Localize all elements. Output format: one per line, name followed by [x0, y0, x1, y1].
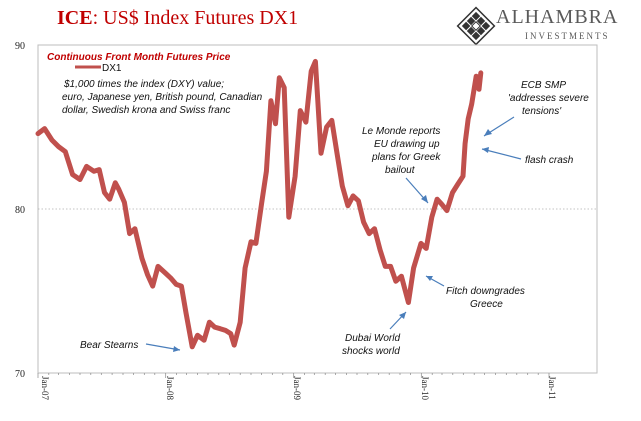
y-tick-label-80: 80 — [15, 205, 25, 216]
annotation-le-monde-1: Le Monde reports — [362, 126, 440, 137]
y-tick-label-70: 70 — [15, 369, 25, 380]
description-line-2: euro, Japanese yen, British pound, Canad… — [62, 92, 263, 103]
arrow-flash-crash — [481, 148, 522, 160]
legend-label-dx1: DX1 — [102, 63, 122, 74]
x-tick-mark — [37, 373, 550, 378]
arrowhead-flash-crash — [482, 147, 489, 153]
annotation-bear-stearns: Bear Stearns — [80, 340, 138, 351]
annotation-ecb-smp-3: tensions' — [522, 106, 562, 117]
logo-name: ALHAMBRA — [496, 6, 619, 28]
arrowhead-ecb-smp — [484, 129, 492, 136]
chart-title: ICE: US$ Index Futures DX1 — [57, 7, 298, 30]
x-tick-label-jan-11: Jan-11 — [547, 376, 557, 400]
x-tick-label-jan-07: Jan-07 — [40, 376, 50, 400]
annotation-le-monde-2: EU drawing up — [374, 139, 440, 150]
annotation-dubai-1: Dubai World — [345, 333, 400, 344]
annotation-flash-crash: flash crash — [525, 155, 574, 166]
logo-subtitle: INVESTMENTS — [525, 31, 610, 41]
y-tick-label-90: 90 — [15, 41, 25, 52]
annotation-fitch-1: Fitch downgrades — [446, 286, 525, 297]
description-line-1: $1,000 times the index (DXY) value; — [63, 79, 224, 90]
annotation-ecb-smp-2: 'addresses severe — [508, 93, 589, 104]
arrowhead-le-monde — [421, 195, 428, 203]
series-line-dx1 — [35, 58, 484, 350]
arrowhead-dubai — [399, 312, 406, 319]
annotation-ecb-smp-1: ECB SMP — [521, 80, 566, 91]
alhambra-logo-icon — [456, 6, 496, 46]
chart-title-rest: : US$ Index Futures DX1 — [92, 7, 299, 29]
x-tick-label-jan-08: Jan-08 — [165, 376, 175, 400]
chart-subtitle: Continuous Front Month Futures Price — [47, 52, 231, 63]
description-line-3: dollar, Swedish krona and Swiss franc — [62, 105, 230, 116]
annotation-dubai-2: shocks world — [342, 346, 400, 357]
annotation-le-monde-3: plans for Greek — [371, 152, 441, 163]
arrowhead-fitch — [426, 276, 433, 281]
x-tick-label-jan-09: Jan-09 — [292, 376, 302, 400]
annotation-le-monde-4: bailout — [385, 165, 416, 176]
arrowhead-bear-stearns — [173, 346, 180, 352]
chart-title-ice: ICE — [57, 7, 93, 29]
annotation-fitch-2: Greece — [470, 299, 503, 310]
x-tick-label-jan-10: Jan-10 — [420, 376, 430, 400]
